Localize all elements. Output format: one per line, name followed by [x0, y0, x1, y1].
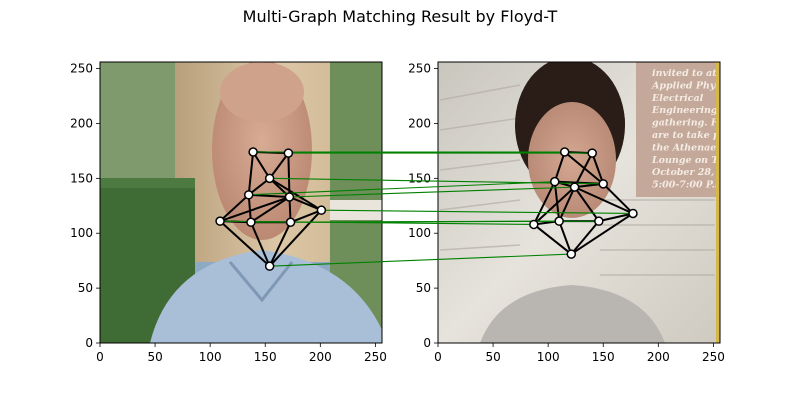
keypoint-marker	[559, 147, 570, 157]
graph-edge	[219, 220, 271, 267]
y-tick-label: 0	[85, 336, 93, 350]
graph-edge	[268, 221, 292, 267]
graph-edge	[574, 186, 634, 215]
keypoint-marker	[243, 190, 254, 200]
poster-text-line: Electrical	[651, 93, 704, 104]
poster-text-line: Applied Physics a	[651, 80, 745, 91]
x-tick-label: 200	[647, 350, 670, 364]
graph-edge	[287, 153, 291, 198]
graph-edge	[570, 212, 634, 255]
match-line	[321, 209, 633, 215]
graph-edge	[553, 151, 566, 182]
x-tick-label: 100	[199, 350, 222, 364]
keypoint-marker	[285, 217, 296, 228]
x-tick-label: 50	[485, 350, 500, 364]
graph-edge	[219, 196, 290, 223]
x-tick-label: 250	[702, 350, 725, 364]
keypoint-marker	[598, 179, 608, 189]
graph-edge	[573, 186, 600, 222]
y-tick-label: 250	[408, 62, 431, 76]
poster-text-line: gathering. Festivi	[652, 118, 746, 129]
graph-edge	[219, 194, 250, 222]
x-tick-label: 250	[364, 350, 387, 364]
x-tick-label: 50	[147, 350, 162, 364]
poster-text-line: are to take place	[652, 130, 741, 141]
x-tick-label: 150	[592, 350, 615, 364]
keypoint-marker	[628, 208, 638, 219]
graph-edge	[290, 209, 322, 224]
graph-edge	[533, 223, 572, 255]
y-tick-label: 0	[423, 336, 431, 350]
y-tick-label: 50	[78, 281, 93, 295]
x-tick-label: 100	[537, 350, 560, 364]
keypoint-marker	[594, 216, 604, 226]
keypoint-marker	[316, 205, 327, 215]
graph-edge	[591, 152, 605, 185]
graph-edge	[268, 209, 323, 267]
keypoint-marker	[215, 216, 225, 226]
graph-edge	[250, 196, 291, 224]
graph-edge	[269, 177, 322, 212]
x-tick-label: 150	[254, 350, 277, 364]
graph-edge	[558, 220, 573, 255]
graph-edge	[247, 151, 255, 195]
y-tick-label: 50	[416, 281, 431, 295]
y-tick-label: 100	[70, 226, 93, 240]
graph-edge	[598, 212, 634, 223]
match-line	[269, 253, 572, 267]
keypoint-marker	[248, 147, 258, 157]
keypoint-marker	[566, 249, 577, 259]
match-line	[290, 220, 599, 223]
left-face-photo	[100, 62, 382, 343]
graph-edge	[570, 220, 600, 255]
graph-edge	[268, 152, 290, 179]
poster-text-line: the Athenaeum	[652, 142, 733, 153]
poster	[636, 62, 720, 197]
x-tick-label: 200	[309, 350, 332, 364]
y-tick-label: 250	[70, 62, 93, 76]
keypoint-marker	[264, 261, 275, 271]
keypoint-marker	[246, 217, 256, 228]
keypoint-marker	[550, 176, 560, 187]
graph-edge	[574, 182, 604, 189]
poster-text-line: October 28, 1999	[652, 167, 744, 178]
match-line	[269, 177, 604, 185]
y-tick-label: 100	[408, 226, 431, 240]
keypoint-marker	[554, 216, 564, 226]
chart-title: Multi-Graph Matching Result by Floyd-T	[243, 7, 558, 26]
match-line	[248, 181, 555, 196]
graph-edge	[532, 181, 556, 225]
graph-edge	[573, 152, 594, 188]
match-line	[289, 186, 575, 198]
graph-edge	[533, 186, 576, 226]
poster-text-line: 5:00-7:00 P.M.	[652, 180, 729, 191]
keypoint-marker	[264, 173, 275, 184]
poster-text-line: invited to attend	[652, 68, 741, 79]
keypoint-marker	[529, 219, 539, 230]
graph-edge	[249, 221, 271, 267]
graph-edge	[248, 193, 290, 199]
graph-edge	[558, 186, 576, 222]
keypoint-marker	[283, 148, 294, 158]
right-axes-frame	[437, 61, 721, 344]
y-tick-label: 200	[408, 116, 431, 130]
keypoint-marker	[284, 192, 295, 202]
x-tick-label: 0	[96, 350, 104, 364]
graph-edge	[252, 151, 271, 179]
y-tick-label: 150	[408, 171, 431, 185]
x-tick-label: 0	[434, 350, 442, 364]
graph-edge	[602, 183, 634, 215]
keypoint-marker	[569, 182, 580, 192]
left-axes-frame	[99, 61, 383, 344]
poster-text-line: Engineering year	[651, 105, 745, 116]
keypoint-marker	[587, 148, 597, 158]
y-tick-label: 200	[70, 116, 93, 130]
y-tick-label: 150	[70, 171, 93, 185]
poster-text-line: Lounge on Thursd	[651, 155, 750, 166]
